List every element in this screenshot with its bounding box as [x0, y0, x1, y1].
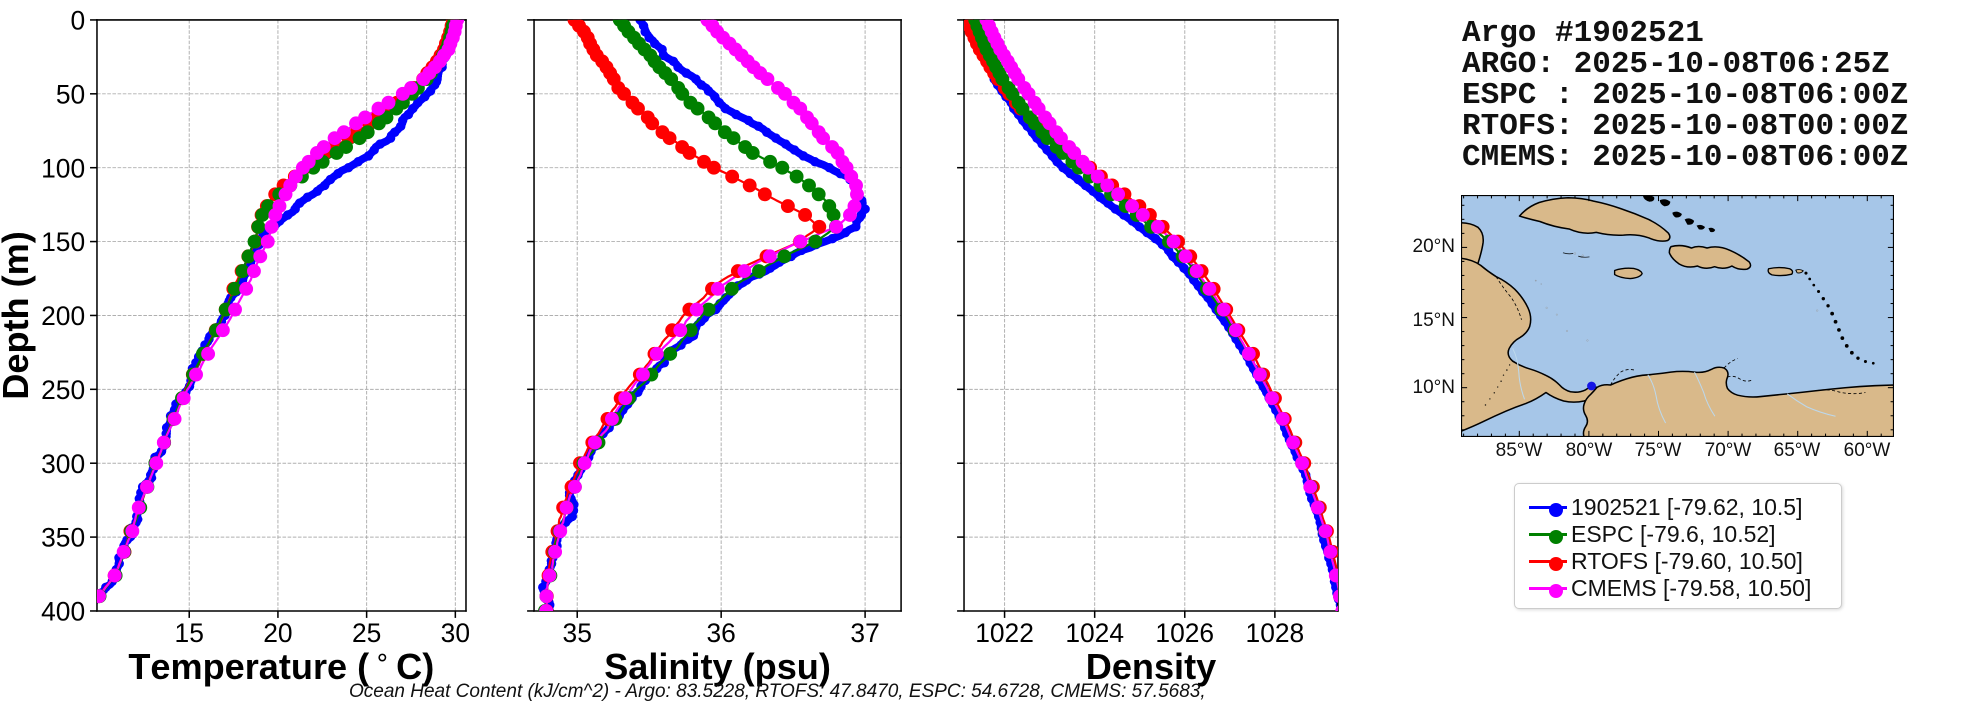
svg-text:150: 150 [41, 227, 85, 257]
svg-text:1022: 1022 [975, 618, 1034, 648]
svg-text:20: 20 [263, 618, 292, 648]
svg-text:50: 50 [56, 79, 85, 109]
svg-text:300: 300 [41, 449, 85, 479]
svg-text:400: 400 [41, 597, 85, 627]
svg-text:0: 0 [70, 5, 85, 35]
svg-text:1024: 1024 [1065, 618, 1124, 648]
svg-text:350: 350 [41, 523, 85, 553]
svg-text:Depth (m): Depth (m) [0, 231, 36, 400]
svg-text:37: 37 [850, 618, 879, 648]
svg-text:36: 36 [706, 618, 735, 648]
svg-text:100: 100 [41, 153, 85, 183]
svg-text:35: 35 [563, 618, 592, 648]
svg-text:1026: 1026 [1155, 618, 1214, 648]
svg-text:1028: 1028 [1246, 618, 1305, 648]
svg-text:30: 30 [441, 618, 470, 648]
svg-text:200: 200 [41, 301, 85, 331]
svg-text:250: 250 [41, 375, 85, 405]
svg-text:15: 15 [175, 618, 204, 648]
